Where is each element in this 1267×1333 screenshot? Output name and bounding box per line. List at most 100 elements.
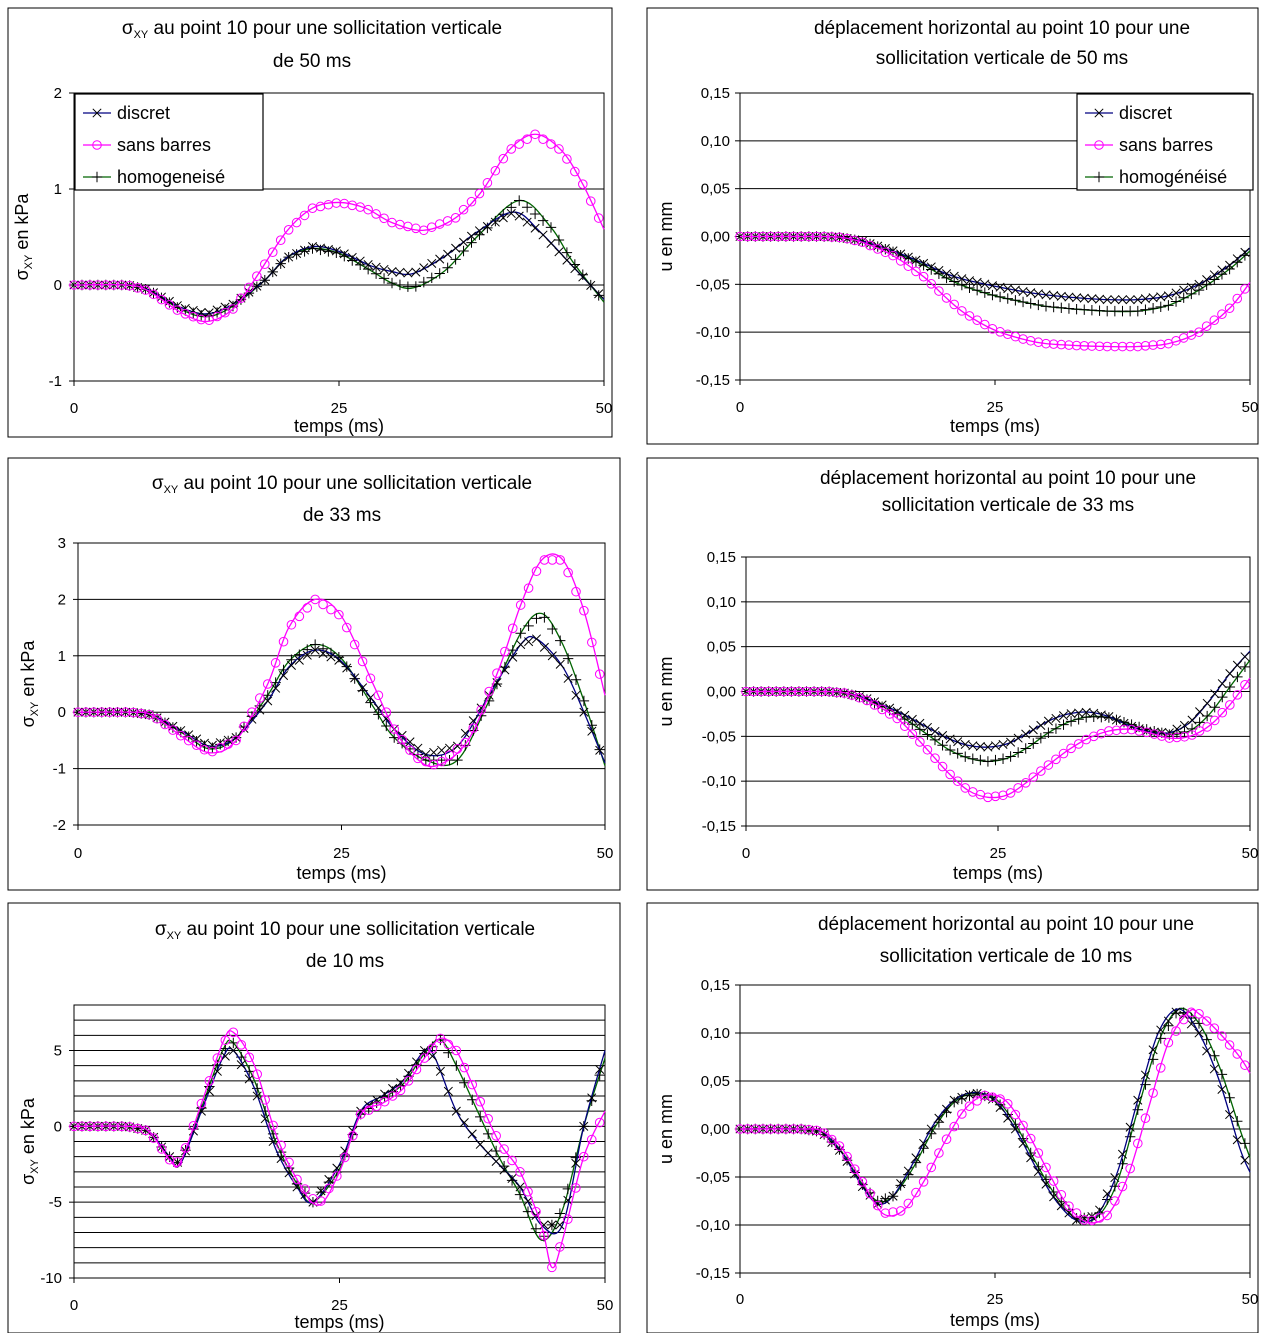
x-axis-label: temps (ms) <box>295 1312 385 1332</box>
data-point <box>779 686 789 697</box>
data-point <box>1071 340 1082 351</box>
data-point <box>1056 1189 1067 1200</box>
data-point <box>586 720 598 731</box>
data-point <box>140 285 151 295</box>
data-point <box>316 1186 326 1196</box>
y-tick-label: -2 <box>53 817 66 834</box>
data-point <box>537 215 549 226</box>
data-point <box>554 247 564 257</box>
data-point <box>231 735 241 746</box>
data-point <box>563 1214 573 1225</box>
legend: discret sans barres homogénéisé <box>1076 93 1254 191</box>
chart-panel-3: σXY au point 10 pour une sollicitation v… <box>7 457 621 891</box>
data-point <box>310 645 320 655</box>
legend-entry: sans barres <box>117 135 211 155</box>
data-point <box>349 639 360 650</box>
data-point <box>1194 726 1205 736</box>
x-tick-label: 25 <box>987 1291 1004 1308</box>
data-point <box>888 1191 898 1201</box>
data-point <box>995 282 1005 292</box>
data-point <box>1094 294 1105 304</box>
data-point <box>1036 720 1046 731</box>
data-point <box>490 215 501 227</box>
data-point <box>1209 315 1220 326</box>
data-point <box>1041 1179 1051 1189</box>
data-point <box>276 1154 286 1164</box>
data-point <box>1041 338 1051 349</box>
data-point <box>570 264 580 274</box>
data-point <box>594 1069 605 1081</box>
data-point <box>212 311 222 322</box>
series-line <box>73 1047 606 1235</box>
data-point <box>299 210 310 221</box>
data-point <box>1124 1131 1136 1142</box>
data-point <box>357 656 368 667</box>
data-point <box>1240 1155 1250 1165</box>
data-point <box>547 651 557 661</box>
data-point <box>1209 270 1219 280</box>
data-point <box>952 748 963 759</box>
data-point <box>388 1083 398 1093</box>
data-point <box>758 1124 768 1134</box>
data-point <box>849 1164 860 1174</box>
data-point <box>286 619 297 630</box>
data-point <box>317 643 329 654</box>
data-point <box>1232 660 1242 670</box>
data-point <box>144 709 154 720</box>
data-point <box>990 754 1001 766</box>
data-point <box>475 1139 485 1149</box>
data-point <box>405 745 415 756</box>
data-point <box>570 674 582 685</box>
data-point <box>571 690 581 700</box>
data-point <box>443 1047 454 1058</box>
data-point <box>1155 1063 1166 1073</box>
data-point <box>458 204 469 215</box>
data-point <box>926 264 937 275</box>
data-point <box>395 1085 406 1096</box>
data-point <box>1217 265 1227 275</box>
data-point <box>1171 1007 1181 1017</box>
data-point <box>370 268 382 279</box>
data-point <box>522 217 532 227</box>
data-point <box>292 1174 302 1185</box>
data-point <box>474 226 485 236</box>
y-tick-label: 0,10 <box>701 1025 730 1042</box>
data-point <box>1064 340 1074 350</box>
data-point <box>492 668 502 678</box>
data-point <box>231 733 241 743</box>
data-point <box>895 256 906 266</box>
data-point <box>1240 1060 1250 1070</box>
data-point <box>1209 715 1220 726</box>
data-point <box>403 268 413 278</box>
data-point <box>555 1242 565 1252</box>
data-point <box>133 1124 143 1134</box>
data-point <box>506 144 517 154</box>
data-point <box>1156 1025 1166 1035</box>
data-point <box>1171 288 1181 298</box>
x-tick-label: 25 <box>331 1297 348 1314</box>
data-point <box>1028 772 1039 782</box>
data-point <box>136 709 146 719</box>
y-tick-label: 0,00 <box>701 1121 730 1138</box>
data-point <box>299 245 310 255</box>
data-point <box>1117 1149 1128 1159</box>
data-point <box>952 776 963 786</box>
y-axis-label: u en mm <box>656 1094 676 1164</box>
chart-title-line-2: sollicitation verticale de 33 ms <box>882 495 1134 516</box>
y-tick-label: -0,05 <box>696 276 730 293</box>
data-point <box>499 1144 509 1154</box>
data-point <box>96 707 107 718</box>
data-point <box>523 583 534 593</box>
data-point <box>967 753 978 764</box>
data-point <box>342 663 352 673</box>
data-point <box>956 279 968 291</box>
data-point <box>490 217 500 227</box>
data-point <box>834 232 845 243</box>
data-point <box>302 603 313 613</box>
data-point <box>1102 341 1112 352</box>
data-point <box>212 1066 222 1076</box>
data-point <box>410 281 422 292</box>
data-point <box>1117 1181 1128 1192</box>
data-point <box>1225 669 1235 679</box>
data-point <box>81 707 91 718</box>
